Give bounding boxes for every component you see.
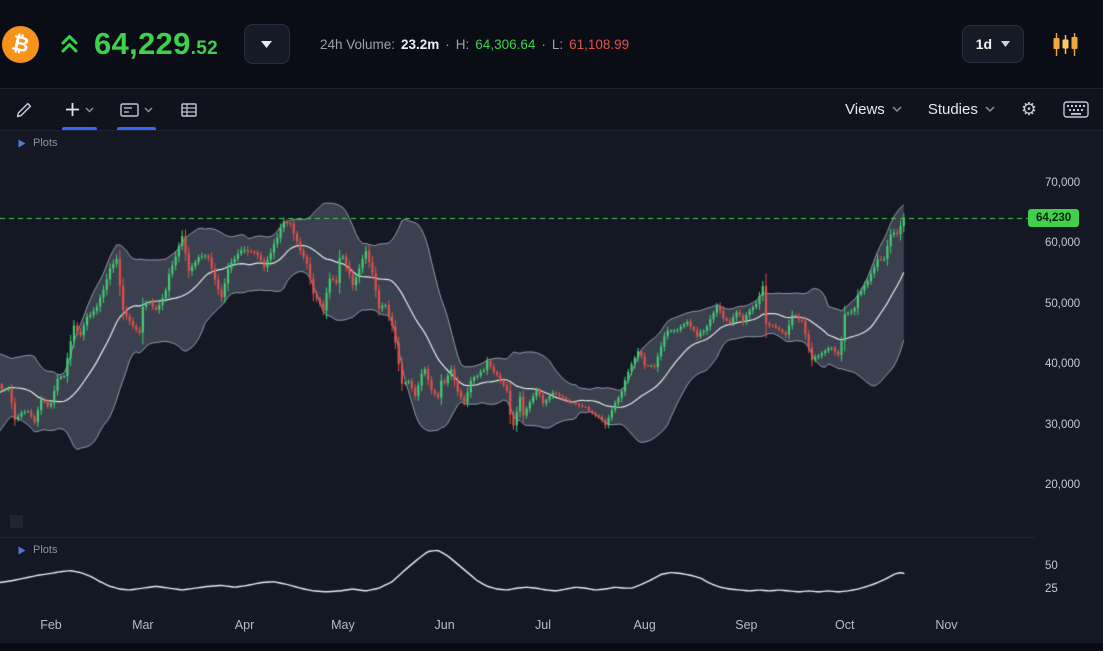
high-label: H:: [455, 36, 470, 52]
table-icon: [181, 102, 197, 117]
indicator-axis-label: 25: [1045, 583, 1058, 595]
low-label: L:: [551, 36, 564, 52]
time-axis[interactable]: Feb Mar Apr May Jun Jul Aug Sep Oct Nov: [0, 607, 1103, 643]
plots-toggle-icon: [18, 546, 26, 555]
x-axis-label: Mar: [132, 618, 154, 632]
x-axis-label: Jul: [535, 618, 551, 632]
y-axis-label: 60,000: [1045, 237, 1081, 250]
x-axis-label: Nov: [935, 618, 958, 632]
chart-panels-button[interactable]: [111, 89, 162, 130]
pencil-icon: [15, 101, 33, 119]
plots-label: Plots: [33, 137, 58, 149]
x-axis-label: Jun: [434, 618, 455, 632]
caret-down-icon: [261, 40, 273, 48]
price-chart-canvas[interactable]: [0, 131, 1035, 537]
header-right: 1d: [961, 25, 1079, 63]
views-label: Views: [845, 101, 885, 118]
y-axis-label: 50,000: [1045, 297, 1081, 310]
separator: ·: [445, 36, 450, 52]
draw-tool-button[interactable]: [6, 89, 42, 130]
y-axis-label: 70,000: [1045, 177, 1081, 189]
btc-logo: ₿: [2, 25, 39, 63]
y-axis-label: 40,000: [1045, 358, 1081, 371]
plots-toggle-icon: [18, 139, 26, 148]
market-stats: 24h Volume: 23.2m · H: 64,306.64 · L: 61…: [320, 37, 629, 52]
plus-icon: [65, 102, 80, 117]
x-axis-label: Aug: [633, 618, 656, 632]
y-axis-label: 20,000: [1045, 479, 1081, 491]
timeframe-value: 1d: [975, 36, 992, 52]
studies-menu[interactable]: Studies: [928, 101, 995, 118]
price-decimal: .52: [190, 38, 218, 59]
panels-icon: [120, 102, 139, 117]
plots-toggle[interactable]: Plots: [18, 544, 57, 556]
price-axis[interactable]: 64,230 70,000 60,000 50,000 40,000 30,000 20,…: [1028, 131, 1103, 643]
volume-value: 23.2m: [401, 36, 440, 52]
x-axis-label: Sep: [735, 618, 758, 632]
btc-glyph: ₿: [9, 29, 32, 58]
add-indicator-button[interactable]: [56, 89, 103, 130]
views-menu[interactable]: Views: [845, 101, 902, 118]
keyboard-icon[interactable]: [1063, 101, 1089, 118]
chart-toolbar: Views Studies ⚙: [0, 88, 1103, 131]
high-value: 64,306.64: [475, 36, 536, 52]
bottom-bar: [0, 643, 1103, 651]
trend-up-icon: [60, 33, 79, 55]
price-chart-panel[interactable]: Plots: [0, 131, 1035, 537]
indicator-panel[interactable]: Plots: [0, 537, 1035, 608]
chevron-down-icon: [985, 106, 995, 113]
gear-icon[interactable]: ⚙: [1020, 98, 1037, 120]
studies-label: Studies: [927, 101, 978, 118]
header: ₿ 64,229.52 24h Volume: 23.2m · H: 64,30…: [0, 0, 1103, 88]
separator: ·: [541, 36, 546, 52]
plots-toggle[interactable]: Plots: [18, 137, 57, 149]
plots-label: Plots: [33, 544, 58, 556]
market-dropdown-button[interactable]: [243, 24, 290, 64]
watermark-square: [10, 515, 23, 528]
chevron-down-icon: [892, 106, 902, 113]
low-value: 61,108.99: [569, 36, 630, 52]
y-axis-label: 30,000: [1045, 418, 1081, 431]
chart-style-icon[interactable]: [1052, 32, 1079, 57]
chevron-down-icon: [144, 106, 153, 113]
caret-down-icon: [1001, 41, 1010, 47]
x-axis-label: Apr: [234, 618, 255, 632]
chevron-down-icon: [85, 106, 94, 113]
x-axis-label: Feb: [40, 618, 62, 632]
x-axis-label: Oct: [835, 618, 855, 632]
indicator-canvas[interactable]: [0, 538, 1035, 608]
x-axis-label: May: [331, 618, 355, 632]
timeframe-button[interactable]: 1d: [961, 25, 1024, 63]
current-price: 64,229.52: [94, 26, 218, 62]
price-integer: 64,229: [94, 26, 191, 61]
current-price-tag: 64,230: [1028, 208, 1080, 227]
toolbar-right: Views Studies ⚙: [845, 98, 1089, 120]
indicator-axis-label: 50: [1045, 560, 1058, 572]
data-table-button[interactable]: [172, 89, 206, 130]
volume-label: 24h Volume:: [319, 36, 396, 52]
